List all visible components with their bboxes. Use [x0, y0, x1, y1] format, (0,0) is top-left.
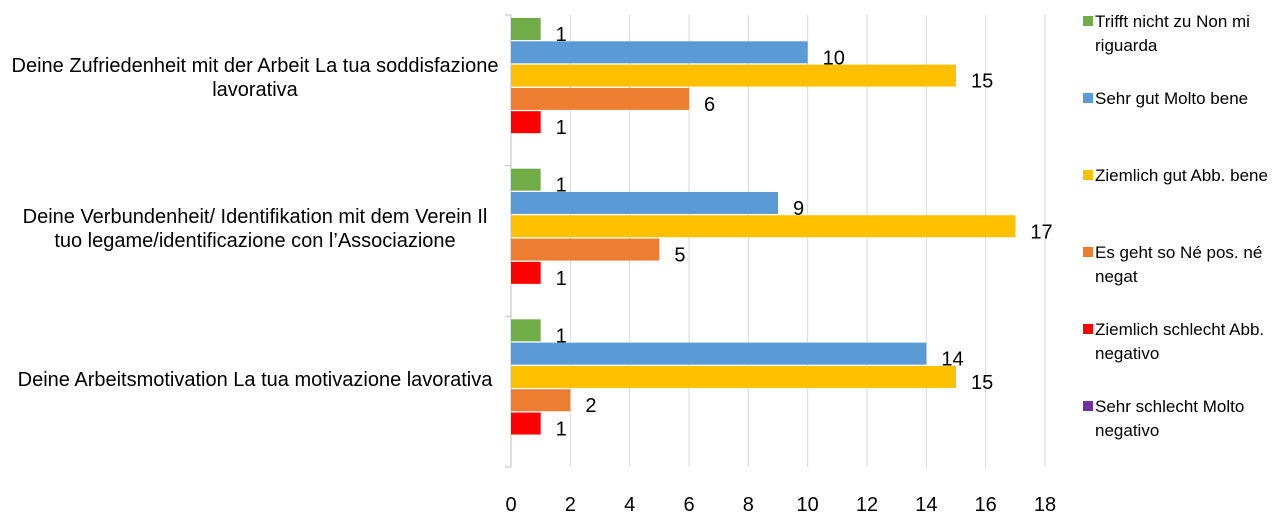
value-label: 9: [793, 198, 804, 220]
value-label: 2: [585, 395, 596, 417]
x-tick-label: 2: [565, 494, 576, 516]
legend-label: Sehr gut Molto bene: [1095, 89, 1249, 108]
bar: [511, 168, 541, 191]
legend-entry: Trifft nicht zu Non mi riguarda: [1080, 10, 1281, 58]
bar: [511, 87, 689, 110]
bar: [511, 261, 541, 284]
bar: [511, 215, 1016, 238]
legend-entry: Es geht so Né pos. né negat: [1080, 241, 1281, 289]
legend-swatch: [1083, 401, 1093, 411]
bar: [511, 319, 541, 342]
value-label: 15: [971, 372, 993, 394]
x-tick-label: 4: [624, 494, 635, 516]
bar: [511, 238, 660, 261]
bar: [511, 191, 778, 214]
category-label: Deine Zufriedenheit mit der Arbeit La tu…: [11, 55, 499, 102]
legend-swatch: [1083, 93, 1093, 103]
legend-entry: Sehr gut Molto bene: [1080, 87, 1281, 111]
bar: [511, 412, 541, 435]
bar: [511, 41, 808, 64]
bar: [511, 111, 541, 134]
legend-label: Ziemlich schlecht Abb. negativo: [1095, 320, 1265, 363]
value-label: 6: [704, 94, 715, 116]
x-tick-label: 8: [743, 494, 754, 516]
bar: [511, 389, 571, 412]
legend-label: Es geht so Né pos. né negat: [1095, 243, 1263, 286]
legend-swatch: [1083, 16, 1093, 26]
bar: [511, 365, 956, 388]
value-label: 1: [556, 325, 567, 347]
legend-swatch: [1083, 170, 1093, 180]
value-label: 14: [941, 349, 963, 371]
value-label: 10: [823, 47, 845, 69]
value-label: 1: [556, 419, 567, 441]
x-tick-label: 16: [975, 494, 997, 516]
legend-swatch: [1083, 247, 1093, 257]
legend-entry: Ziemlich schlecht Abb. negativo: [1080, 318, 1281, 366]
category-label: Deine Verbundenheit/ Identifikation mit …: [22, 206, 488, 252]
x-tick-label: 0: [505, 494, 516, 516]
value-label: 15: [971, 71, 993, 93]
category-label: Deine Arbeitsmotivation La tua motivazio…: [17, 368, 493, 391]
legend-label: Sehr schlecht Molto negativo: [1095, 397, 1245, 440]
value-label: 1: [556, 175, 567, 197]
x-tick-label: 6: [683, 494, 694, 516]
value-label: 1: [556, 24, 567, 46]
bar: [511, 18, 541, 40]
x-tick-label: 18: [1034, 494, 1056, 516]
bar: [511, 342, 927, 365]
value-label: 5: [674, 245, 685, 267]
legend-entry: Ziemlich gut Abb. bene: [1080, 164, 1281, 188]
legend-swatch: [1083, 324, 1093, 334]
value-label: 17: [1030, 221, 1052, 243]
value-label: 1: [556, 268, 567, 290]
legend-entry: Sehr schlecht Molto negativo: [1080, 395, 1281, 443]
bar: [511, 64, 956, 87]
x-tick-label: 10: [797, 494, 819, 516]
legend-label: Trifft nicht zu Non mi riguarda: [1095, 12, 1250, 55]
legend-label: Ziemlich gut Abb. bene: [1095, 166, 1268, 185]
value-label: 1: [556, 117, 567, 139]
x-tick-label: 14: [915, 494, 937, 516]
x-tick-label: 12: [856, 494, 878, 516]
